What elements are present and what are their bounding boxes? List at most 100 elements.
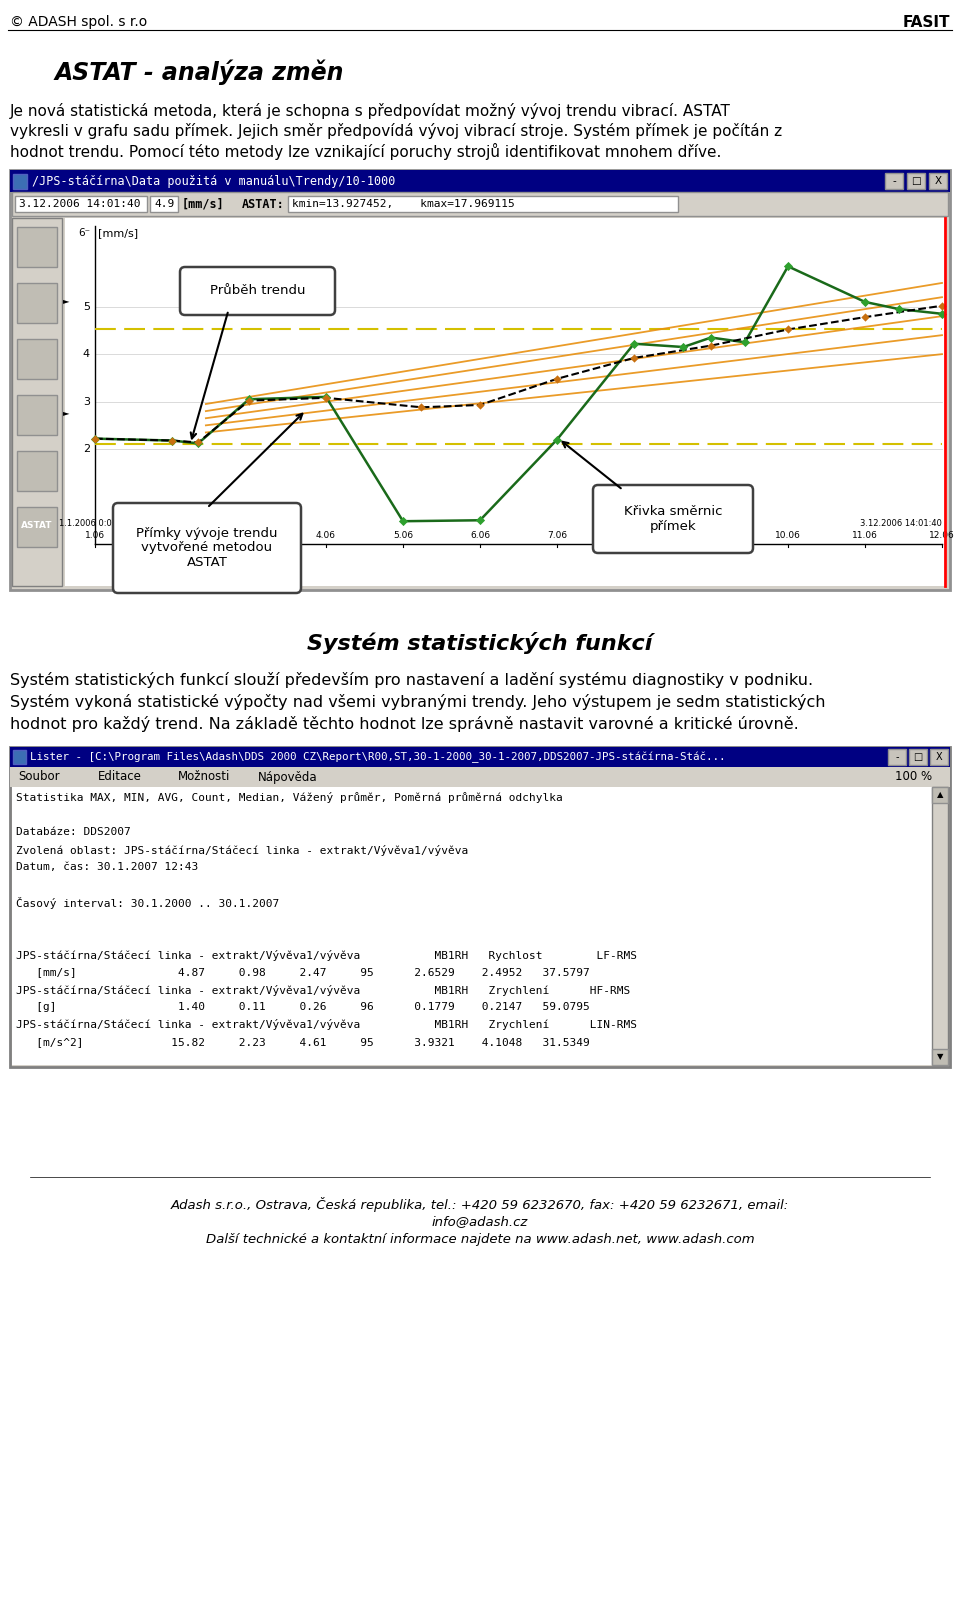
Text: ►: ► bbox=[63, 409, 69, 417]
Text: [g]                  1.40     0.11     0.26     96      0.1779    0.2147   59.07: [g] 1.40 0.11 0.26 96 0.1779 0.2147 59.0… bbox=[16, 1003, 589, 1012]
Text: □: □ bbox=[913, 752, 923, 762]
Text: info@adash.cz: info@adash.cz bbox=[432, 1214, 528, 1227]
Text: Datum, čas: 30.1.2007 12:43: Datum, čas: 30.1.2007 12:43 bbox=[16, 862, 199, 872]
Text: Systém vykoná statistické výpočty nad všemi vybranými trendy. Jeho výstupem je s: Systém vykoná statistické výpočty nad vš… bbox=[10, 694, 826, 710]
Text: □: □ bbox=[911, 176, 921, 186]
Point bbox=[857, 289, 873, 315]
Bar bbox=[17, 283, 57, 323]
Text: ▼: ▼ bbox=[937, 1053, 944, 1061]
Text: ASTAT: ASTAT bbox=[21, 521, 53, 529]
Bar bbox=[10, 747, 950, 766]
Text: Lister - [C:\Program Files\Adash\DDS 2000 CZ\Report\R00,ST,30-1-2000_30-1-2007,D: Lister - [C:\Program Files\Adash\DDS 200… bbox=[30, 752, 726, 763]
Point bbox=[549, 365, 564, 391]
Text: [mm/s]               4.87     0.98     2.47     95      2.6529    2.4952   37.57: [mm/s] 4.87 0.98 2.47 95 2.6529 2.4952 3… bbox=[16, 967, 589, 977]
Text: 1.1.2006 0:00:00: 1.1.2006 0:00:00 bbox=[60, 519, 131, 529]
Point bbox=[319, 385, 334, 411]
Bar bbox=[10, 747, 950, 1067]
Point bbox=[87, 425, 103, 451]
Text: Systém statistických funkcí slouží především pro nastavení a ladění systému diag: Systém statistických funkcí slouží přede… bbox=[10, 673, 813, 687]
Bar bbox=[929, 173, 947, 189]
Point bbox=[87, 425, 103, 451]
Text: Statistika MAX, MIN, AVG, Count, Median, Vážený průměr, Poměrná průměrná odchylk: Statistika MAX, MIN, AVG, Count, Median,… bbox=[16, 792, 563, 804]
Bar bbox=[12, 218, 62, 585]
Text: 9.06: 9.06 bbox=[701, 530, 721, 540]
Point bbox=[396, 508, 411, 534]
Text: 4.06: 4.06 bbox=[316, 530, 336, 540]
Text: Je nová statistická metoda, která je schopna s předpovídat možný vývoj trendu vi: Je nová statistická metoda, která je sch… bbox=[10, 103, 731, 120]
Text: -: - bbox=[896, 752, 899, 762]
Point bbox=[549, 427, 564, 453]
Text: X: X bbox=[936, 752, 943, 762]
Text: Systém statistických funkcí: Systém statistických funkcí bbox=[307, 632, 653, 653]
Text: hodnot trendu. Pomocí této metody lze vznikající poruchy strojů identifikovat mn: hodnot trendu. Pomocí této metody lze vz… bbox=[10, 142, 721, 160]
Point bbox=[626, 344, 641, 370]
Text: Editace: Editace bbox=[98, 770, 142, 784]
Point bbox=[891, 296, 906, 322]
Text: Další technické a kontaktní informace najdete na www.adash.net, www.adash.com: Další technické a kontaktní informace na… bbox=[205, 1234, 755, 1247]
Point bbox=[164, 427, 180, 453]
Point bbox=[857, 304, 873, 330]
Text: 1.06: 1.06 bbox=[84, 530, 105, 540]
Point bbox=[190, 430, 205, 456]
Text: 3.06: 3.06 bbox=[239, 530, 259, 540]
Bar bbox=[10, 170, 950, 590]
Text: JPS-stáčírna/Stáčecí linka - extrakt/Vývěva1/vývěva           MB1RH   Rychlost  : JPS-stáčírna/Stáčecí linka - extrakt/Výv… bbox=[16, 949, 637, 960]
Bar bbox=[12, 192, 948, 217]
FancyBboxPatch shape bbox=[180, 267, 335, 315]
Text: 12.06: 12.06 bbox=[929, 530, 955, 540]
Point bbox=[241, 388, 256, 414]
Point bbox=[241, 386, 256, 412]
Text: ASTAT:: ASTAT: bbox=[242, 197, 285, 210]
Bar bbox=[17, 340, 57, 378]
Bar bbox=[288, 196, 678, 212]
Text: Databáze: DDS2007: Databáze: DDS2007 bbox=[16, 826, 131, 838]
Text: 10.06: 10.06 bbox=[775, 530, 801, 540]
Text: Křivka směrnic
přímek: Křivka směrnic přímek bbox=[624, 505, 722, 534]
Text: FASIT: FASIT bbox=[902, 15, 950, 31]
Text: ►: ► bbox=[63, 296, 69, 306]
Text: 4: 4 bbox=[83, 349, 90, 359]
Text: -: - bbox=[892, 176, 896, 186]
Text: 6.06: 6.06 bbox=[470, 530, 490, 540]
Bar bbox=[932, 1049, 948, 1066]
Text: vykresli v grafu sadu přímek. Jejich směr předpovídá vývoj vibrací stroje. Systé: vykresli v grafu sadu přímek. Jejich smě… bbox=[10, 123, 782, 139]
Bar bbox=[10, 170, 950, 192]
Text: Možnosti: Možnosti bbox=[178, 770, 230, 784]
Text: Adash s.r.o., Ostrava, Česká republika, tel.: +420 59 6232670, fax: +420 59 6232: Adash s.r.o., Ostrava, Česká republika, … bbox=[171, 1197, 789, 1213]
Text: 7.06: 7.06 bbox=[547, 530, 567, 540]
Text: Přímky vývoje trendu
vytvořené metodou
ASTAT: Přímky vývoje trendu vytvořené metodou A… bbox=[136, 527, 277, 569]
Bar bbox=[930, 749, 948, 765]
Bar bbox=[17, 451, 57, 492]
Point bbox=[319, 383, 334, 409]
Bar bbox=[13, 750, 26, 763]
Text: 2.06: 2.06 bbox=[162, 530, 182, 540]
Text: 2: 2 bbox=[83, 445, 90, 454]
Bar bbox=[932, 787, 948, 804]
Point bbox=[190, 430, 205, 456]
Text: 8.06: 8.06 bbox=[624, 530, 644, 540]
Bar bbox=[932, 787, 948, 1066]
Text: [mm/s]: [mm/s] bbox=[182, 197, 225, 210]
Text: 3.12.2006 14:01:40: 3.12.2006 14:01:40 bbox=[860, 519, 942, 529]
Text: 5.06: 5.06 bbox=[393, 530, 413, 540]
Bar bbox=[888, 749, 906, 765]
Bar bbox=[65, 218, 947, 585]
Bar bbox=[12, 787, 932, 1066]
Text: JPS-stáčírna/Stáčecí linka - extrakt/Vývěva1/vývěva           MB1RH   Zrychlení : JPS-stáčírna/Stáčecí linka - extrakt/Výv… bbox=[16, 1019, 637, 1030]
Text: [mm/s]: [mm/s] bbox=[98, 228, 138, 238]
Text: 3: 3 bbox=[83, 396, 90, 406]
Text: 100 %: 100 % bbox=[895, 770, 932, 784]
Point bbox=[704, 325, 719, 351]
Text: /JPS-stáčírna\Data použitá v manuálu\Trendy/10-1000: /JPS-stáčírna\Data použitá v manuálu\Tre… bbox=[32, 175, 396, 188]
Text: Nápověda: Nápověda bbox=[258, 770, 318, 784]
Text: JPS-stáčírna/Stáčecí linka - extrakt/Vývěva1/vývěva           MB1RH   Zrychlení : JPS-stáčírna/Stáčecí linka - extrakt/Výv… bbox=[16, 985, 631, 996]
Point bbox=[780, 254, 796, 280]
Text: © ADASH spol. s r.o: © ADASH spol. s r.o bbox=[10, 15, 147, 29]
Bar bbox=[15, 196, 147, 212]
Point bbox=[704, 333, 719, 359]
Text: 3.12.2006 14:01:40: 3.12.2006 14:01:40 bbox=[19, 199, 140, 209]
Point bbox=[414, 395, 429, 420]
Text: ASTAT - analýza změn: ASTAT - analýza změn bbox=[55, 60, 345, 86]
Text: 11.06: 11.06 bbox=[852, 530, 878, 540]
Bar bbox=[10, 766, 950, 787]
